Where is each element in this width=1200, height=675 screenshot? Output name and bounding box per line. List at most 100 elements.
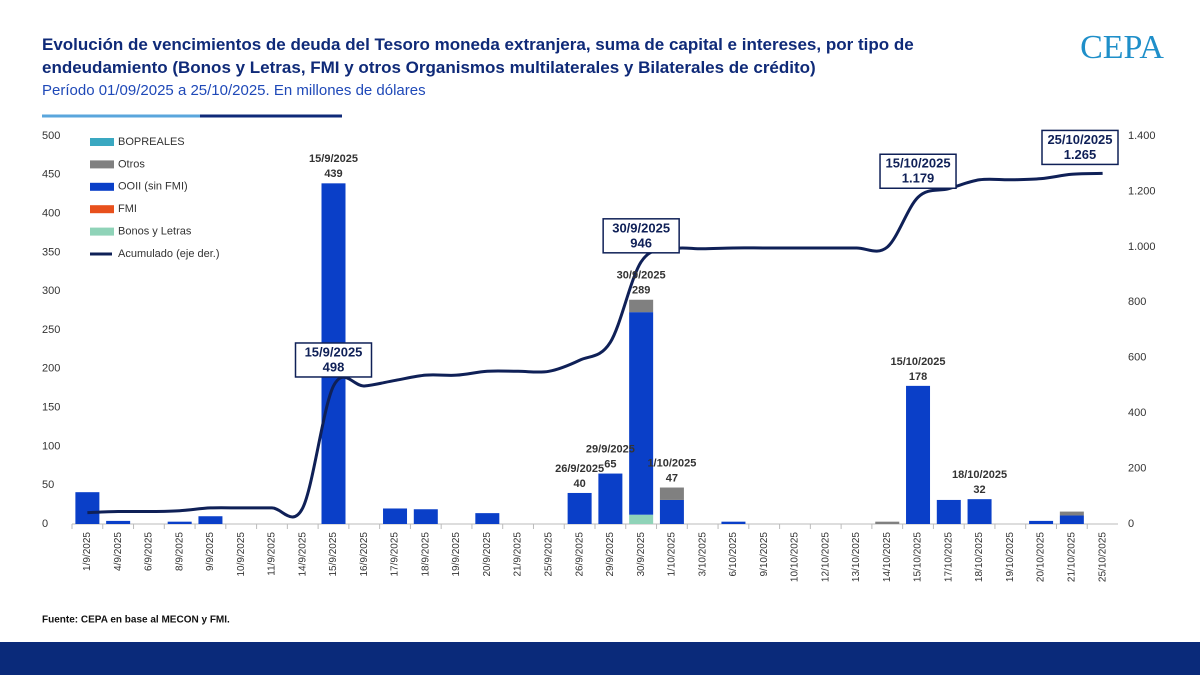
legend-swatch [90,182,114,191]
chart-title: endeudamiento (Bonos y Letras, FMI y otr… [42,58,816,77]
bar-annotation-value: 289 [632,285,650,297]
bar-annotation-value: 65 [604,458,616,470]
x-tick-label: 10/9/2025 [236,532,247,577]
line-annotation-value: 1.265 [1064,147,1097,162]
legend-swatch [90,160,114,169]
legend-swatch [90,205,114,214]
y2-tick-label: 600 [1128,352,1146,364]
x-tick-label: 15/10/2025 [913,532,924,582]
bar [413,509,438,524]
bar-annotation-date: 18/10/2025 [952,469,1007,481]
bar-annotation-value: 32 [973,484,985,496]
x-tick-label: 10/10/2025 [790,532,801,582]
legend-label: FMI [118,203,137,215]
x-tick-label: 21/9/2025 [513,532,524,577]
bar-annotation-date: 26/9/2025 [555,463,604,475]
x-tick-label: 21/10/2025 [1066,532,1077,582]
bar-annotation-date: 30/9/2025 [617,270,666,282]
bar [659,499,684,524]
x-tick-label: 14/9/2025 [297,532,308,577]
bar [106,520,131,524]
bar [721,521,746,524]
bar [167,521,192,524]
legend-swatch [90,227,114,236]
x-tick-label: 14/10/2025 [882,532,893,582]
legend-label: BOPREALES [118,136,185,148]
x-tick-label: 16/9/2025 [359,532,370,577]
x-tick-label: 12/10/2025 [820,532,831,582]
y2-tick-label: 800 [1128,296,1146,308]
line-annotation-box [294,342,373,378]
legend-label: Otros [118,158,145,170]
bar [629,299,654,313]
bar [936,499,961,524]
bar [75,492,100,524]
legend-label: Bonos y Letras [118,226,192,238]
line-annotation-box [602,218,680,254]
x-tick-label: 20/10/2025 [1036,532,1047,582]
bar-annotation-value: 47 [666,472,678,484]
line-annotation-box [1041,129,1119,166]
source: Fuente: CEPA en base al MECON y FMI. [42,615,230,626]
y2-tick-label: 0 [1128,518,1134,530]
bar [967,499,992,524]
bar-annotation-value: 40 [573,478,585,490]
x-tick-label: 6/10/2025 [728,532,739,577]
x-tick-label: 13/10/2025 [851,532,862,582]
y-tick-label: 400 [42,208,60,220]
x-tick-label: 15/9/2025 [328,532,339,577]
x-tick-label: 4/9/2025 [113,532,124,571]
bar-annotation-value: 178 [909,371,927,383]
x-tick-label: 20/9/2025 [482,532,493,577]
bar [198,516,223,524]
x-tick-label: 17/9/2025 [390,532,401,577]
line-annotation-date: 15/9/2025 [305,344,363,359]
y-tick-label: 50 [42,479,54,491]
line-annotation-value: 1.179 [902,171,935,186]
y-tick-label: 250 [42,324,60,336]
bar [906,385,931,524]
line-annotation-date: 30/9/2025 [612,220,670,235]
legend-swatch [90,138,114,146]
bar [1059,515,1084,524]
y-tick-label: 0 [42,518,48,530]
line-annotation-box [879,153,957,189]
x-tick-label: 1/10/2025 [667,532,678,577]
y-tick-label: 300 [42,285,60,297]
bar [875,521,900,524]
line-annotation-date: 15/10/2025 [885,156,950,171]
x-tick-label: 29/9/2025 [605,532,616,577]
bar-annotation-value: 439 [324,168,342,180]
bar [659,487,684,500]
x-tick-label: 8/9/2025 [174,532,185,571]
bar [1059,511,1084,516]
bar [383,508,408,524]
line-annotation-value: 498 [323,359,345,374]
y-tick-label: 450 [42,169,60,181]
x-tick-label: 1/9/2025 [82,532,93,571]
x-tick-label: 17/10/2025 [943,532,954,582]
chart-title: Evolución de vencimientos de deuda del T… [42,35,914,54]
x-tick-label: 11/9/2025 [267,532,278,576]
legend-label: Acumulado (eje der.) [118,248,220,260]
legend-label: OOII (sin FMI) [118,181,188,193]
y-tick-label: 200 [42,363,60,375]
bar [629,514,654,524]
x-tick-label: 9/9/2025 [205,532,216,571]
y2-tick-label: 400 [1128,407,1146,419]
line-annotation-date: 25/10/2025 [1047,132,1112,147]
bar [629,312,654,515]
y-tick-label: 500 [42,130,60,142]
y2-tick-label: 1.000 [1128,241,1156,253]
y2-tick-label: 1.400 [1128,130,1156,142]
x-tick-label: 3/10/2025 [697,532,708,577]
x-tick-label: 25/10/2025 [1097,532,1108,582]
x-tick-label: 18/10/2025 [974,532,985,582]
x-tick-label: 19/9/2025 [451,532,462,577]
bar [1029,520,1054,524]
x-tick-label: 30/9/2025 [636,532,647,577]
bar [598,473,623,524]
y2-tick-label: 1.200 [1128,185,1156,197]
cumulative-line [87,171,1103,519]
